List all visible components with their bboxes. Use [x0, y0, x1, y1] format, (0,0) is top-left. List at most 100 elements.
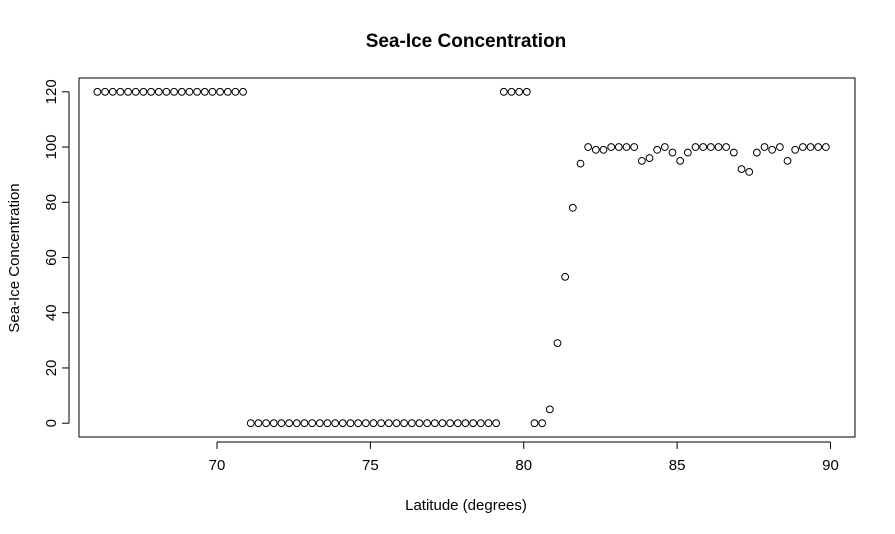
data-point [185, 87, 194, 96]
data-point [668, 148, 677, 157]
data-point [193, 87, 201, 96]
data-point [315, 419, 324, 428]
data-point [216, 87, 224, 96]
data-point [530, 419, 539, 428]
data-point [660, 143, 669, 151]
data-point [791, 145, 800, 154]
data-point [423, 419, 432, 428]
data-point [361, 419, 370, 428]
chart-title: Sea-Ice Concentration [366, 31, 567, 52]
data-point [139, 87, 148, 96]
data-point [768, 145, 777, 154]
data-point [285, 419, 294, 428]
data-point [338, 419, 347, 428]
data-point [729, 148, 738, 157]
data-point [300, 419, 309, 428]
data-point [622, 143, 631, 151]
data-point [568, 203, 577, 212]
y-tick-label: 0 [43, 419, 60, 427]
data-point [377, 419, 386, 428]
data-point [170, 87, 178, 96]
y-axis: 0 20 40 60 80 100 120 [43, 79, 70, 427]
y-tick-label: 20 [43, 360, 60, 377]
data-point [576, 159, 585, 168]
data-point [346, 419, 355, 428]
data-point [814, 143, 823, 151]
y-tick-label: 60 [43, 249, 60, 266]
data-point [775, 143, 784, 151]
data-point [108, 87, 117, 96]
data-point [798, 143, 807, 151]
data-point [760, 143, 769, 151]
data-point [131, 87, 140, 96]
data-point [292, 419, 301, 428]
data-point [384, 419, 393, 428]
data-point [415, 419, 424, 428]
data-point [706, 143, 715, 151]
data-point [407, 419, 416, 428]
data-point [438, 419, 447, 428]
data-point [821, 143, 830, 151]
data-point [492, 419, 501, 428]
data-point [369, 419, 378, 428]
data-point [783, 156, 792, 165]
y-tick-label: 80 [43, 194, 60, 211]
data-point [254, 419, 263, 428]
data-point [200, 87, 209, 96]
data-point [154, 87, 163, 96]
data-point [599, 145, 608, 154]
data-point [522, 87, 531, 96]
data-point [124, 87, 132, 96]
data-point [683, 148, 692, 157]
data-point [116, 87, 125, 96]
data-point [269, 419, 278, 428]
y-axis-label: Sea-Ice Concentration [6, 183, 23, 332]
data-point [699, 143, 708, 151]
data-point [246, 419, 255, 428]
data-point [515, 87, 524, 96]
data-point [737, 165, 746, 174]
data-point [323, 419, 332, 428]
data-point [691, 143, 700, 151]
x-axis-label: Latitude (degrees) [405, 497, 527, 514]
x-axis: 70 75 80 85 90 [209, 441, 839, 474]
data-point [308, 419, 317, 428]
data-point [231, 87, 240, 96]
data-point [262, 419, 270, 428]
data-point [476, 419, 485, 428]
data-point [223, 87, 232, 96]
y-tick-label: 40 [43, 304, 60, 321]
data-point [392, 419, 401, 428]
data-point [93, 87, 102, 96]
x-tick-label: 70 [209, 457, 226, 474]
data-point [714, 143, 723, 151]
data-point [331, 419, 340, 428]
data-point [177, 87, 186, 96]
x-tick-label: 80 [515, 457, 532, 474]
data-points [93, 87, 830, 428]
data-point [584, 143, 593, 151]
data-point [637, 156, 646, 165]
data-point [354, 419, 363, 428]
plot-frame [78, 77, 856, 438]
data-point [614, 143, 623, 151]
data-point [752, 148, 761, 157]
data-point [208, 87, 217, 96]
data-point [499, 87, 508, 96]
data-point [806, 143, 815, 151]
data-point [722, 143, 731, 151]
data-point [469, 419, 478, 428]
data-point [162, 87, 171, 96]
data-point [561, 272, 570, 281]
data-point [446, 419, 455, 428]
data-point [630, 143, 639, 151]
data-point [591, 145, 600, 154]
data-point [277, 419, 286, 428]
data-point [553, 339, 562, 348]
data-point [538, 419, 547, 428]
data-point [653, 145, 662, 154]
data-point [645, 154, 654, 162]
data-point [676, 156, 685, 165]
